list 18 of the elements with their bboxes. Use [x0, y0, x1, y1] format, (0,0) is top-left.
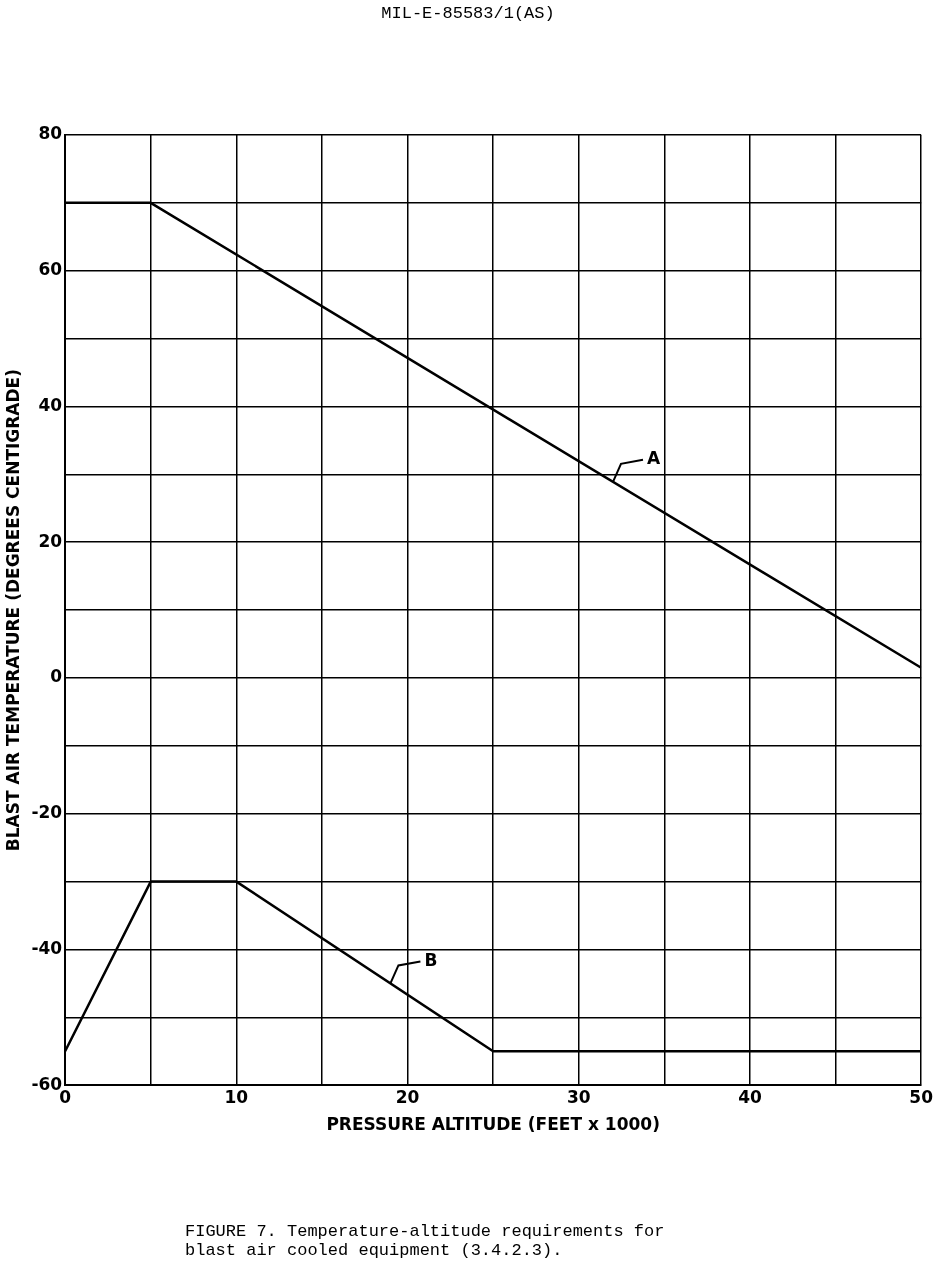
x-tick-label: 40 [738, 1086, 762, 1107]
y-tick-label: 60 [38, 259, 63, 280]
y-tick-label: 0 [50, 666, 63, 687]
y-tick-label: 40 [38, 394, 63, 415]
text: MIL-E-85583/1(AS) [380, 4, 556, 23]
y-tick-label: -20 [31, 802, 63, 823]
x-axis-title: PRESSURE ALTITUDE (FEET x 1000) [326, 1114, 660, 1135]
y-tick-label: -40 [31, 937, 63, 958]
y-axis-title: BLAST AIR TEMPERATURE (DEGREES CENTIGRADE) [2, 369, 23, 852]
series-label: B [424, 949, 438, 970]
caption: FIGURE 7. Temperature-altitude requirements for blast air cooled equipment (3.4.2.3). [185, 1222, 666, 1260]
y-tick-label: 20 [38, 530, 63, 551]
x-tick-label: 10 [224, 1086, 249, 1107]
x-tick-label: 20 [395, 1086, 420, 1107]
y-tick-label: 80 [38, 123, 63, 144]
x-tick-label: 50 [909, 1086, 934, 1107]
series-label: A [646, 448, 661, 469]
x-tick-label: 30 [566, 1086, 591, 1107]
